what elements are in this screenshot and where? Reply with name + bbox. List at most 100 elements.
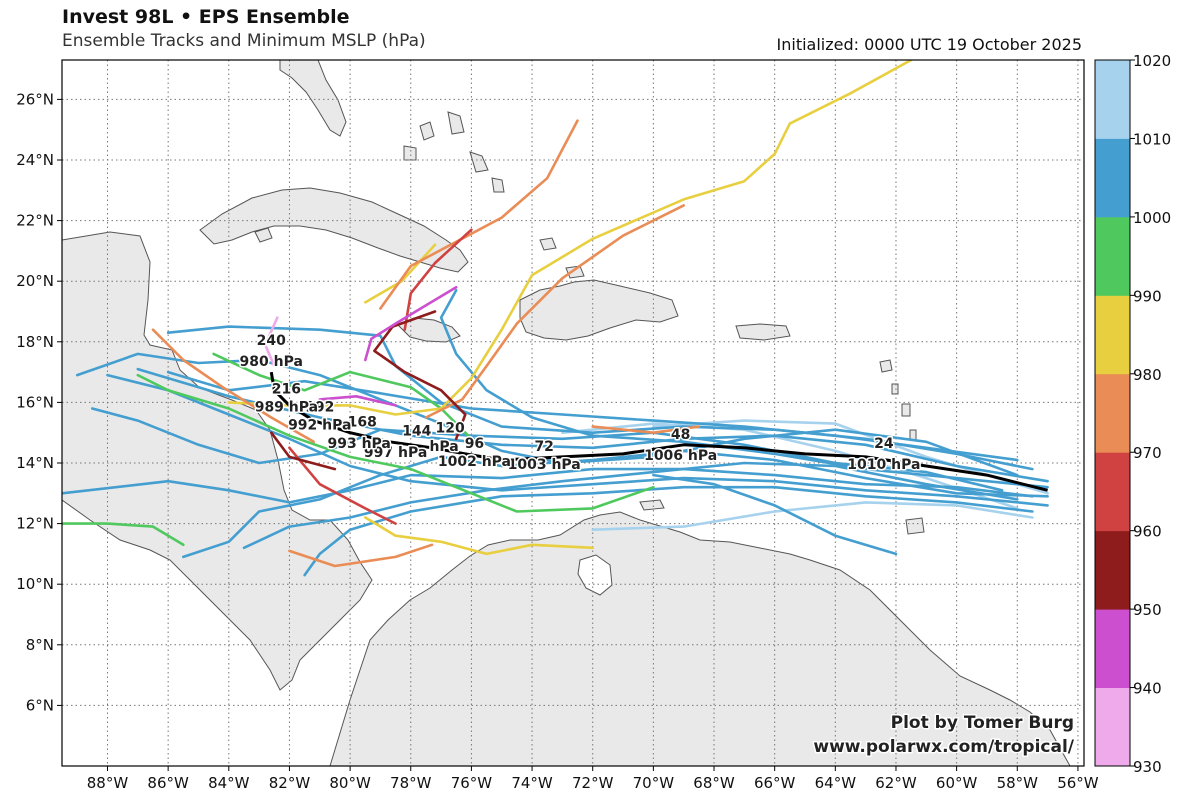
land-puerto-rico (735, 323, 791, 341)
forecast-label: 993 hPa (327, 436, 390, 452)
ensemble-member-track (62, 467, 1034, 504)
lon-tick-label: 62°W (875, 774, 917, 792)
forecast-label: 240 (257, 333, 286, 349)
ensemble-member-track (379, 119, 579, 310)
colorbar-segment (1095, 216, 1130, 296)
lon-tick-label: 82°W (269, 774, 311, 792)
lake-maracaibo (577, 554, 613, 596)
colorbar-label: 970 (1133, 444, 1162, 462)
land-jamaica (397, 317, 461, 343)
lat-tick-label: 22°N (16, 212, 54, 230)
land-south-america (329, 511, 1071, 766)
colorbar-segment (1095, 609, 1130, 688)
pressure-colorbar: 930 940 950 960 970 980 990 1000 1010 1020 (1094, 52, 1171, 776)
lon-tick-label: 66°W (754, 774, 796, 792)
land-trinidad (905, 517, 925, 535)
forecast-label: 1003 hPa (508, 457, 581, 473)
lon-tick-label: 78°W (390, 774, 432, 792)
ensemble-member-track (591, 425, 701, 435)
lon-tick-label: 60°W (936, 774, 978, 792)
ensemble-member-track (166, 370, 1019, 462)
land-hispaniola (519, 279, 679, 341)
lat-tick-label: 10°N (16, 575, 54, 593)
latitude-ticks: 6°N 8°N 10°N 12°N 14°N 16°N 18°N 20°N 22°N 24°N 26… (16, 90, 62, 714)
ensemble-member-track (106, 373, 1049, 507)
credit-line-1: Plot by Tomer Burg (891, 713, 1074, 733)
ensemble-member-track (652, 473, 898, 556)
colorbar-segment (1095, 295, 1130, 375)
land-bahamas-5 (491, 177, 505, 193)
lon-tick-label: 64°W (815, 774, 857, 792)
ensemble-mean-track (269, 371, 1048, 492)
ensemble-member-track (182, 449, 1049, 559)
colorbar-segment (1095, 687, 1130, 767)
chart-title: Invest 98L • EPS Ensemble (62, 6, 350, 28)
colorbar-label: 1020 (1133, 52, 1171, 70)
lat-tick-label: 16°N (16, 393, 54, 411)
longitude-ticks: 88°W 86°W 84°W 82°W 80°W 78°W 76°W 74°W 72°W 70°W… (87, 766, 1099, 792)
lon-tick-label: 84°W (208, 774, 250, 792)
colorbar-label: 960 (1133, 523, 1162, 541)
forecast-label: 48 (671, 427, 690, 443)
colorbar-label: 990 (1133, 287, 1162, 305)
land-bahamas-3 (403, 145, 417, 161)
initialized-time: Initialized: 0000 UTC 19 October 2025 (776, 35, 1082, 54)
ensemble-member-track (561, 422, 1019, 510)
colorbar-frame (1094, 59, 1131, 767)
forecast-label: 980 hPa (240, 354, 303, 370)
colorbar-label: 1010 (1133, 130, 1171, 148)
colorbar-label: 950 (1133, 601, 1162, 619)
forecast-label: 168 (348, 415, 377, 431)
colorbar-label: 930 (1133, 758, 1162, 776)
lat-tick-label: 24°N (16, 151, 54, 169)
forecast-label: 1010 hPa (847, 457, 920, 473)
ensemble-member-track (288, 543, 434, 568)
lon-tick-label: 70°W (633, 774, 675, 792)
ensemble-member-track (136, 367, 1049, 483)
land-bahamas-2 (447, 111, 465, 135)
forecast-label: 72 (534, 439, 553, 455)
land-cuba (199, 187, 469, 273)
land-bahamas-4 (469, 151, 489, 173)
colorbar-segment (1095, 530, 1130, 610)
ensemble-member-track (403, 228, 473, 332)
lon-tick-label: 56°W (1057, 774, 1099, 792)
forecast-label: 1002 hPa (438, 454, 511, 470)
ensemble-member-track (62, 522, 185, 547)
forecast-label: 144 (402, 424, 431, 440)
ensemble-member-track (269, 431, 337, 471)
land-guadeloupe (879, 359, 893, 373)
grid-lines (62, 60, 1084, 766)
lat-tick-label: 18°N (16, 333, 54, 351)
chart-subtitle: Ensemble Tracks and Minimum MSLP (hPa) (62, 31, 426, 51)
ensemble-member-track (136, 373, 655, 513)
lat-tick-label: 14°N (16, 454, 54, 472)
ensemble-member-track (227, 60, 913, 416)
lat-tick-label: 20°N (16, 272, 54, 290)
ensemble-member-track (303, 485, 1034, 577)
ensemble-member-track (263, 316, 279, 368)
ensemble-member-track (151, 328, 316, 444)
ensemble-member-track (363, 516, 595, 556)
land-central-america (62, 231, 373, 691)
land-isla-juventud (254, 227, 273, 243)
forecast-label: 992 hPa (288, 418, 351, 434)
ensemble-member-track (242, 461, 1019, 550)
lon-tick-label: 88°W (87, 774, 129, 792)
colorbar-segment (1095, 373, 1130, 453)
forecast-label: 216 (272, 381, 301, 397)
credit-line-2: www.polarwx.com/tropical/ (813, 737, 1074, 757)
ensemble-member-track (591, 501, 1034, 532)
lat-tick-label: 26°N (16, 90, 54, 108)
lon-tick-label: 86°W (147, 774, 189, 792)
ensemble-tracks (62, 60, 1049, 577)
land-aruba-curacao (639, 499, 665, 511)
colorbar-segment (1095, 60, 1130, 139)
forecast-label: 997 hPa (364, 445, 427, 461)
lat-tick-label: 8°N (26, 636, 54, 654)
ensemble-member-track (424, 204, 686, 419)
land-bahamas-6 (539, 237, 557, 251)
lon-tick-label: 58°W (997, 774, 1039, 792)
lon-tick-label: 68°W (693, 774, 735, 792)
